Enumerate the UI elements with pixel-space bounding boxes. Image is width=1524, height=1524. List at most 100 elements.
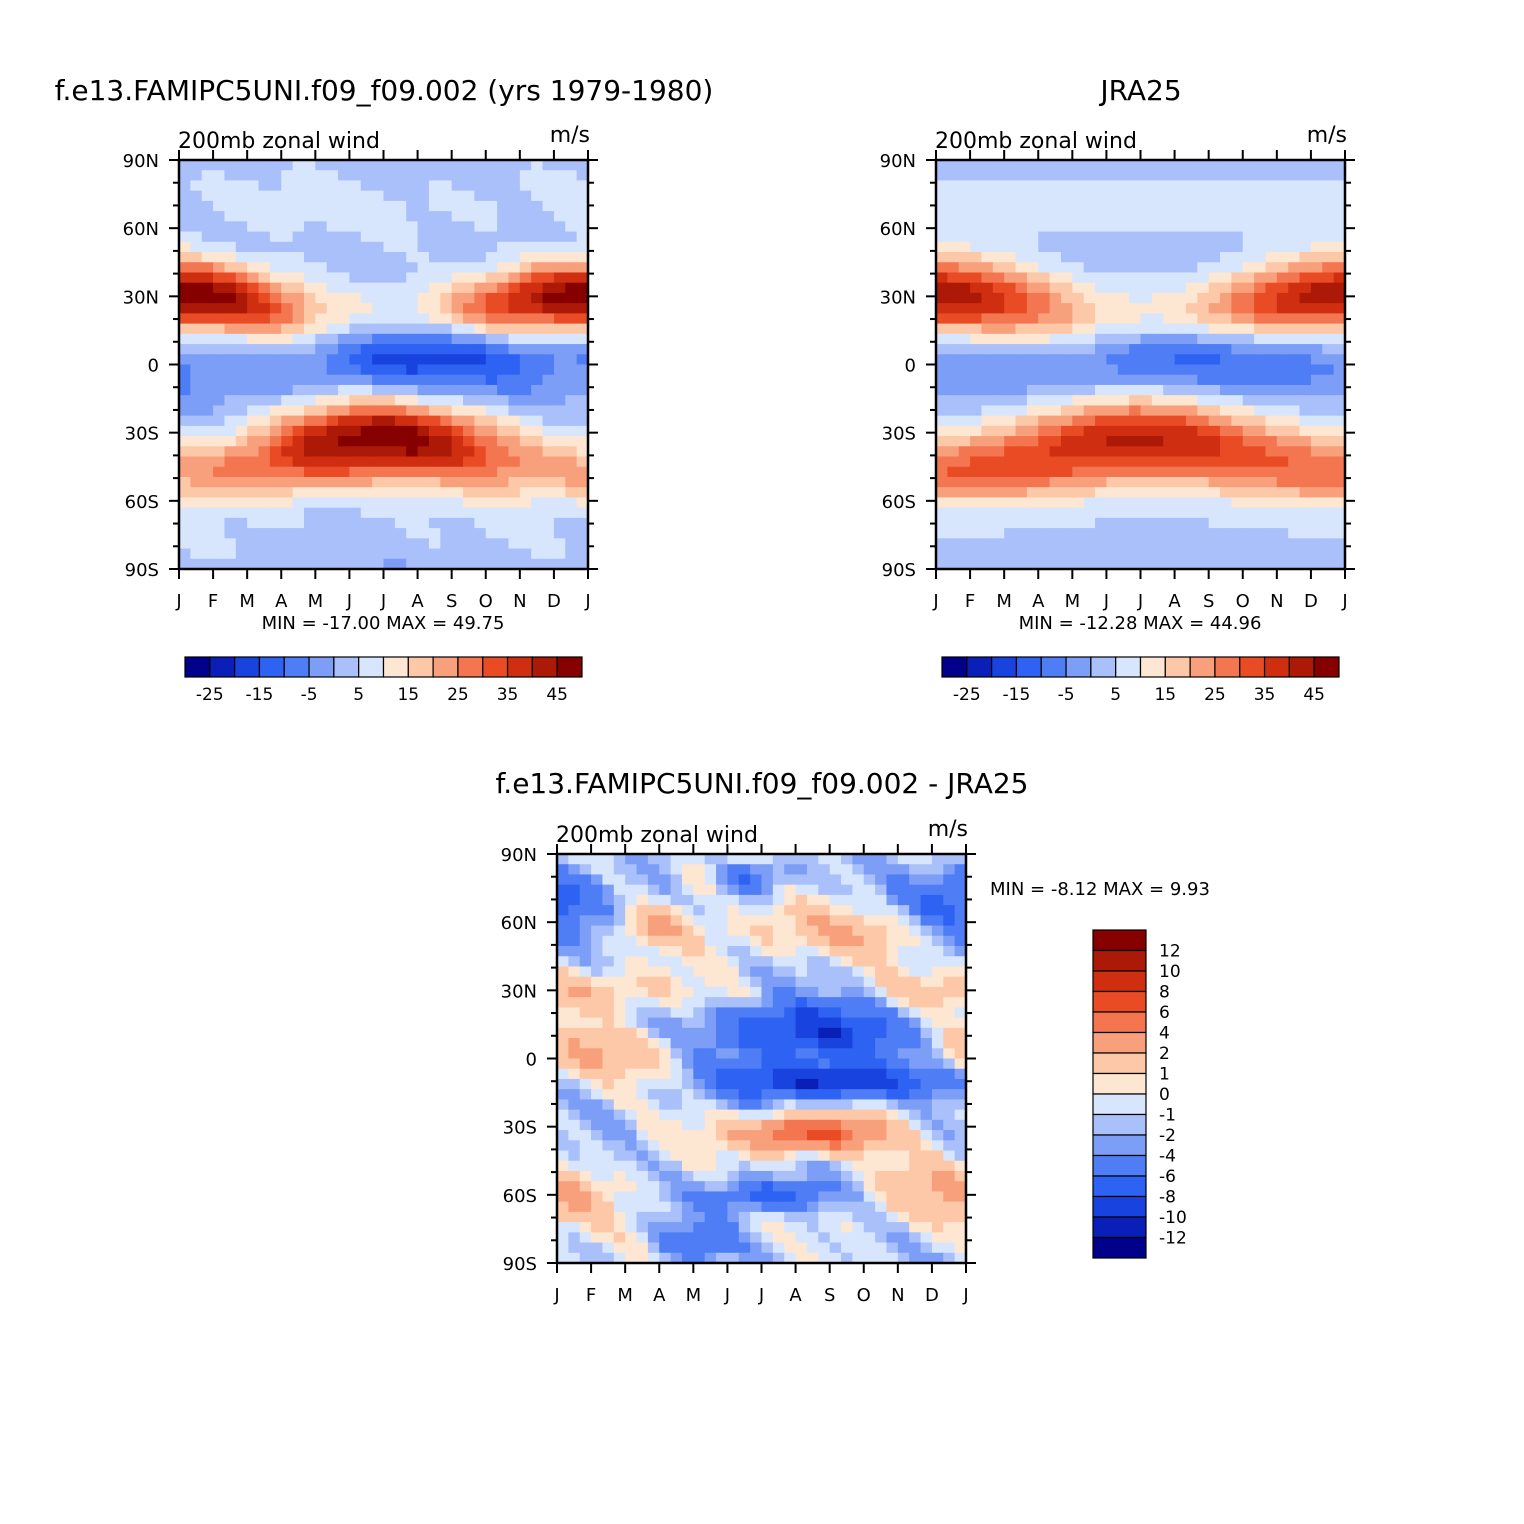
field-cell [1231, 333, 1244, 345]
field-cell [1220, 303, 1232, 314]
field-cell [394, 282, 407, 294]
field-cell [1231, 303, 1244, 314]
field-cell [201, 180, 214, 192]
field-cell [970, 262, 983, 274]
field-cell [338, 436, 351, 447]
field-cell [958, 354, 971, 366]
field-cell [463, 384, 475, 396]
field-cell [1276, 170, 1289, 182]
field-cell [716, 874, 729, 886]
field-cell [852, 1130, 865, 1141]
field-cell [565, 354, 578, 366]
field-cell [292, 190, 305, 202]
field-cell [519, 231, 532, 243]
field-cell [1060, 323, 1073, 335]
field-cell [704, 1170, 717, 1182]
field-cell [383, 252, 396, 263]
field-cell [258, 374, 271, 386]
field-cell [1276, 476, 1289, 488]
field-cell [716, 915, 729, 927]
field-cell [931, 1017, 944, 1029]
field-cell [349, 374, 362, 386]
field-cell [372, 282, 385, 294]
field-cell [213, 384, 226, 396]
field-cell [1288, 558, 1301, 570]
field-cell [372, 262, 385, 274]
field-cell [647, 1130, 660, 1141]
field-cell [1322, 252, 1335, 263]
field-cell [1288, 425, 1301, 437]
field-cell [1288, 252, 1301, 263]
field-cell [1140, 476, 1153, 488]
field-cell [1174, 384, 1187, 396]
field-cell [247, 548, 260, 560]
field-cell [806, 1058, 819, 1070]
field-cell [1265, 262, 1278, 274]
field-cell [591, 1222, 604, 1233]
field-cell [920, 1007, 933, 1019]
field-cell [451, 497, 464, 509]
field-cell [750, 1181, 763, 1193]
field-cell [1242, 415, 1255, 427]
field-cell [179, 231, 191, 243]
field-cell [326, 405, 339, 417]
field-cell [1004, 160, 1017, 171]
field-cell [863, 915, 876, 927]
field-cell [992, 436, 1005, 447]
field-cell [1231, 446, 1244, 458]
field-cell [981, 476, 994, 488]
field-cell [463, 466, 475, 478]
field-cell [326, 476, 339, 488]
field-cell [428, 517, 441, 529]
field-cell [565, 313, 578, 325]
field-cell [519, 160, 532, 171]
field-cell [1163, 558, 1176, 570]
field-cell [303, 333, 316, 345]
field-cell [281, 384, 294, 396]
field-cell [750, 1242, 763, 1254]
field-cell [1242, 558, 1255, 570]
field-cell [497, 344, 510, 355]
field-cell [190, 313, 203, 325]
field-cell [863, 905, 876, 916]
field-cell [1310, 190, 1323, 202]
field-cell [576, 180, 589, 192]
field-cell [1015, 528, 1028, 539]
field-cell [303, 405, 316, 417]
field-cell [531, 252, 544, 263]
field-cell [474, 436, 487, 447]
field-cell [508, 487, 521, 499]
field-cell [303, 446, 316, 458]
field-cell [909, 915, 922, 927]
field-cell [315, 211, 328, 222]
field-cell [970, 190, 983, 202]
field-cell [531, 476, 544, 488]
field-cell [1117, 292, 1130, 304]
field-cell [1015, 252, 1028, 263]
field-cell [970, 160, 983, 171]
field-cell [1015, 425, 1028, 437]
field-cell [190, 364, 203, 376]
field-cell [1254, 528, 1267, 539]
field-cell [693, 1027, 706, 1039]
field-cell [485, 190, 498, 202]
field-cell [897, 1058, 910, 1070]
panel-obs-xtick: J [1137, 591, 1143, 612]
colorbar-swatch [1164, 656, 1191, 678]
field-cell [852, 1099, 865, 1111]
field-cell [292, 272, 305, 284]
field-cell [292, 507, 305, 519]
field-cell [1129, 262, 1142, 274]
field-cell [557, 1027, 569, 1039]
field-cell [463, 374, 475, 386]
field-cell [625, 854, 638, 865]
field-cell [360, 507, 373, 519]
field-cell [360, 446, 373, 458]
field-cell [1208, 405, 1221, 417]
field-cell [829, 884, 842, 896]
field-cell [338, 292, 351, 304]
field-cell [909, 1038, 922, 1049]
field-cell [659, 1058, 672, 1070]
field-cell [326, 211, 339, 222]
field-cell [579, 1038, 592, 1049]
